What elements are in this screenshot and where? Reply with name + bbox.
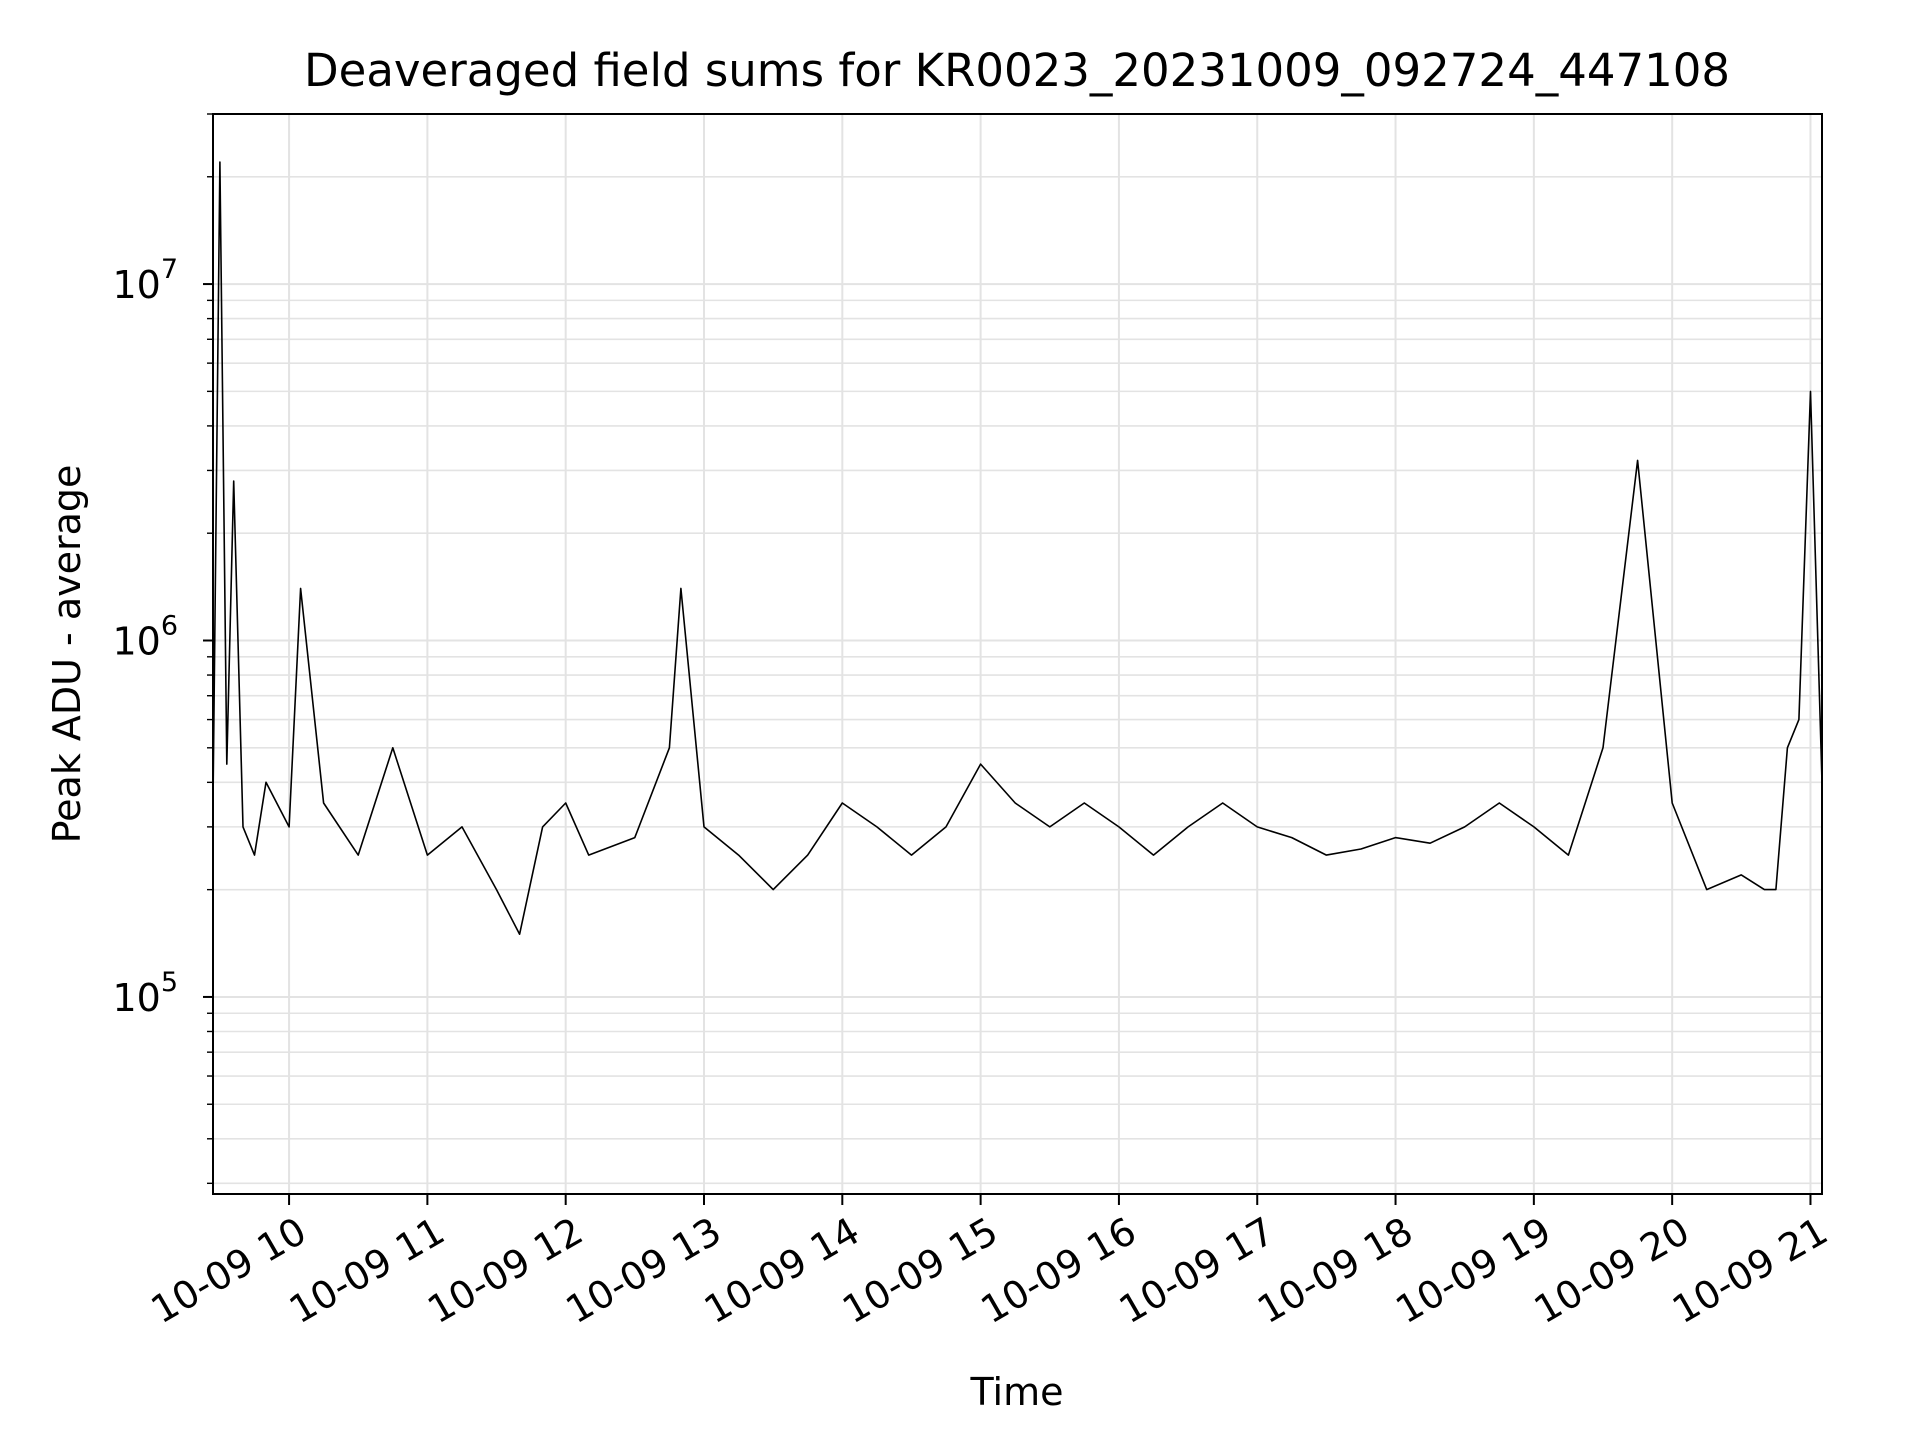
y-tick-label: 106 xyxy=(112,611,178,664)
x-tick-label: 10-09 15 xyxy=(835,1209,1005,1333)
x-tick-label: 10-09 17 xyxy=(1112,1209,1282,1333)
x-tick-label: 10-09 13 xyxy=(559,1209,729,1333)
y-axis-label: Peak ADU - average xyxy=(45,465,89,844)
y-tick-label: 107 xyxy=(112,254,178,307)
plot-frame xyxy=(212,113,1823,1195)
series-line-group xyxy=(212,161,1823,935)
series-line xyxy=(212,161,1823,935)
x-tick-label: 10-09 20 xyxy=(1527,1209,1697,1333)
y-axis: 105 106 107 xyxy=(112,113,213,1185)
x-tick-label: 10-09 21 xyxy=(1665,1209,1835,1333)
gridlines xyxy=(213,113,1822,1194)
y-tick-label: 105 xyxy=(112,967,178,1020)
x-tick-label: 10-09 11 xyxy=(282,1209,452,1333)
x-tick-label: 10-09 12 xyxy=(420,1209,590,1333)
chart-title: Deaveraged field sums for KR0023_2023100… xyxy=(304,44,1730,97)
x-tick-label: 10-09 16 xyxy=(973,1209,1143,1333)
x-axis-label: Time xyxy=(970,1370,1064,1414)
x-tick-label: 10-09 19 xyxy=(1388,1209,1558,1333)
x-tick-label: 10-09 10 xyxy=(144,1209,314,1333)
x-tick-label: 10-09 14 xyxy=(697,1209,867,1333)
x-tick-label: 10-09 18 xyxy=(1250,1209,1420,1333)
